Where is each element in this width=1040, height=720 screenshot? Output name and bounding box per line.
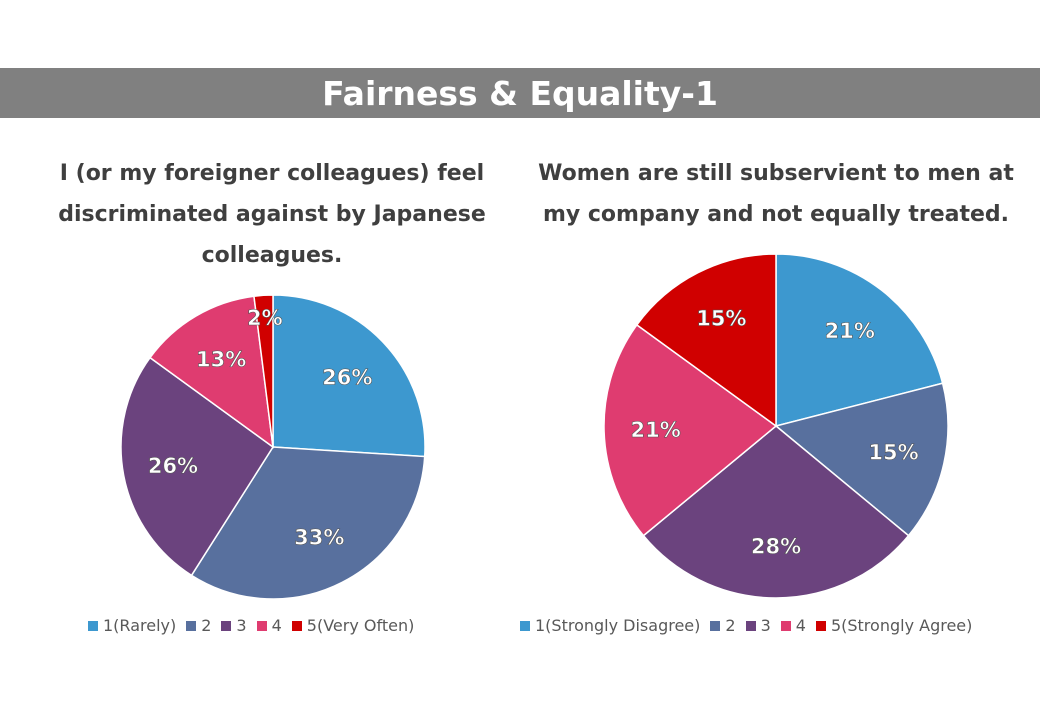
slice-label-2: 33% (294, 526, 344, 550)
legend-label: 4 (795, 616, 806, 635)
legend-gender-equality: 1(Strongly Disagree) 2 3 4 5(Strongly Agree) (520, 616, 982, 635)
legend-item-2: 2 (710, 616, 736, 635)
legend-label: 5(Very Often) (306, 616, 415, 635)
legend-swatch (186, 620, 197, 631)
pie-slice-1 (272, 294, 426, 458)
legend-label: 2 (201, 616, 212, 635)
slice-label-5: 2% (247, 306, 283, 330)
slice-label-2: 15% (868, 440, 918, 464)
legend-swatch (710, 620, 721, 631)
pie-slice-3 (120, 356, 275, 577)
slice-label-3: 28% (751, 534, 801, 558)
legend-item-3: 3 (745, 616, 771, 635)
chart-title-discrimination: I (or my foreigner colleagues) feel disc… (58, 161, 486, 268)
slice-label-1: 26% (322, 365, 372, 389)
slice-label-5: 15% (696, 307, 746, 331)
pie-slice-4 (603, 323, 778, 537)
chart-title-gender-equality: Women are still subservient to men at my… (538, 161, 1014, 227)
legend-item-1: 1(Rarely) (88, 616, 176, 635)
legend-label: 1(Strongly Disagree) (535, 616, 701, 635)
legend-label: 2 (725, 616, 736, 635)
slice-label-4: 21% (631, 418, 681, 442)
legend-swatch (221, 620, 232, 631)
legend-item-5: 5(Strongly Agree) (815, 616, 973, 635)
banner-title: Fairness & Equality-1 (322, 73, 718, 113)
legend-swatch (745, 620, 756, 631)
slice-label-4: 13% (196, 347, 246, 371)
slice-label-1: 21% (825, 319, 875, 343)
legend-item-4: 4 (780, 616, 806, 635)
legend-label: 3 (236, 616, 247, 635)
legend-item-3: 3 (221, 616, 247, 635)
pie-slice-4 (148, 295, 274, 449)
legend-label: 3 (760, 616, 771, 635)
legend-swatch (520, 620, 530, 631)
pie-slice-3 (642, 425, 910, 599)
legend-swatch (815, 620, 826, 631)
legend-item-1: 1(Strongly Disagree) (520, 616, 700, 635)
pie-slice-2 (774, 382, 949, 537)
legend-discrimination: 1(Rarely) 2 3 4 5(Very Often) (88, 616, 424, 635)
legend-swatch (256, 620, 267, 631)
section-banner: Fairness & Equality-1 (0, 68, 1040, 118)
legend-item-5: 5(Very Often) (291, 616, 415, 635)
legend-label: 4 (271, 616, 282, 635)
pie-slice-2 (190, 446, 426, 600)
slice-label-3: 26% (148, 454, 198, 478)
legend-item-2: 2 (186, 616, 211, 635)
legend-label: 1(Rarely) (103, 616, 177, 635)
legend-swatch (88, 620, 98, 631)
pie-slice-1 (775, 253, 944, 427)
pie-slice-5 (253, 294, 274, 448)
pie-slice-5 (635, 253, 777, 428)
legend-swatch (291, 620, 302, 631)
legend-label: 5(Strongly Agree) (830, 616, 973, 635)
legend-swatch (780, 620, 791, 631)
legend-item-4: 4 (256, 616, 282, 635)
